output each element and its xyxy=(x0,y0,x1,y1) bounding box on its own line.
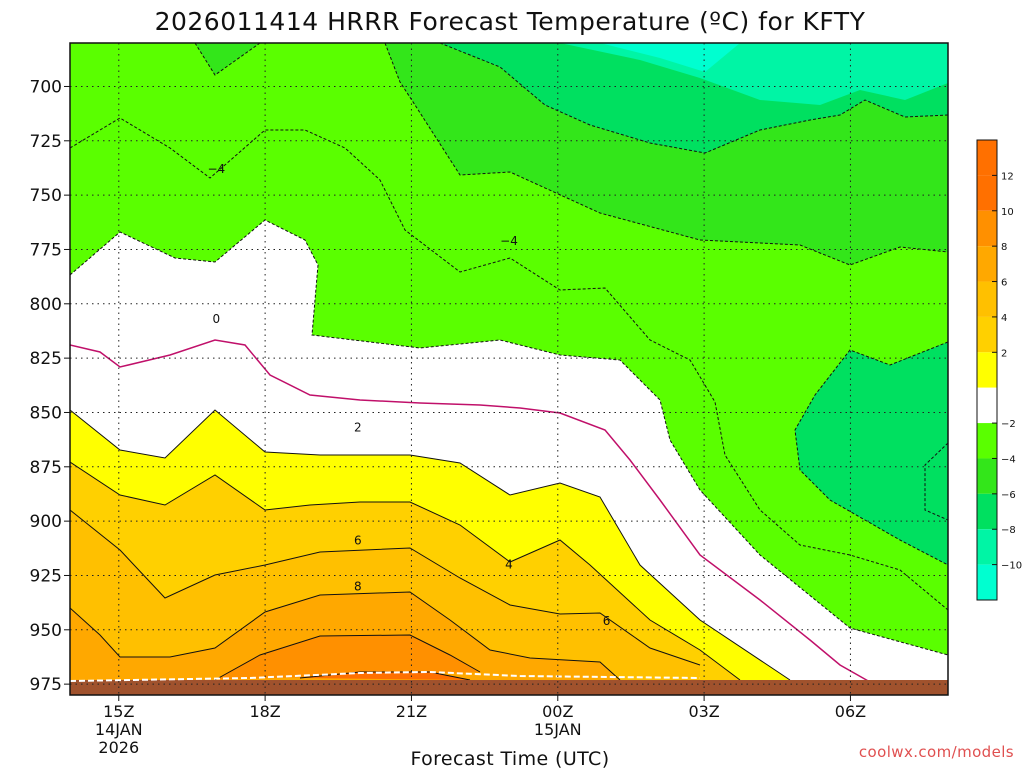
colorbar-band-t_m8 xyxy=(977,529,997,564)
contour-label-box xyxy=(504,558,515,572)
colorbar-label: −6 xyxy=(1001,490,1016,501)
colorbar-label: 6 xyxy=(1001,278,1007,289)
contour-label-box xyxy=(601,614,612,628)
y-tick-label: 700 xyxy=(30,77,62,97)
colorbar-band-t_0 xyxy=(977,388,997,423)
contour-label-box xyxy=(500,234,518,248)
chart-title: 2026011414 HRRR Forecast Temperature (ºC… xyxy=(155,7,866,36)
y-tick-label: 975 xyxy=(30,675,62,695)
y-tick-label: 725 xyxy=(30,132,62,152)
colorbar-band-t_m2 xyxy=(977,423,997,458)
x-tick-label: 15Z xyxy=(103,702,134,721)
contour-label-box xyxy=(352,579,363,593)
contour-label-box xyxy=(352,421,363,435)
x-axis-label: Forecast Time (UTC) xyxy=(410,748,609,768)
x-tick-label: 06Z xyxy=(835,702,866,721)
colorbar-band-t_12 xyxy=(977,175,997,210)
x-tick-label: 03Z xyxy=(688,702,719,721)
y-tick-label: 950 xyxy=(30,621,62,641)
colorbar-band-t_12 xyxy=(977,140,997,175)
colorbar-label: 10 xyxy=(1001,207,1014,218)
colorbar-band-t_m6 xyxy=(977,494,997,529)
x-tick-label: 2026 xyxy=(98,738,139,757)
credit-text[interactable]: coolwx.com/models xyxy=(859,743,1014,761)
colorbar-label: −4 xyxy=(1001,454,1016,465)
x-tick-label: 00Z xyxy=(542,702,573,721)
colorbar-band-t_10 xyxy=(977,211,997,246)
colorbar-band-t_4 xyxy=(977,317,997,352)
colorbar-band-t_8 xyxy=(977,246,997,281)
temperature-time-height-chart: 2026011414 HRRR Forecast Temperature (ºC… xyxy=(0,0,1024,768)
y-tick-label: 875 xyxy=(30,458,62,478)
x-tick-label: 18Z xyxy=(249,702,280,721)
contour-label-box xyxy=(352,534,363,548)
colorbar-band-t_m4 xyxy=(977,458,997,493)
y-tick-label: 925 xyxy=(30,566,62,586)
y-tick-label: 775 xyxy=(30,240,62,260)
y-axis: 700 725 750 775 800 825 850 875 900 925 950 975 xyxy=(30,77,70,695)
colorbar-label: −10 xyxy=(1001,561,1022,572)
contour-label-box xyxy=(211,312,222,326)
y-tick-label: 750 xyxy=(30,186,62,206)
colorbar-label: −2 xyxy=(1001,419,1016,430)
colorbar-band-t_m10 xyxy=(977,565,997,600)
y-tick-label: 800 xyxy=(30,295,62,315)
contour-label-box xyxy=(207,162,225,176)
colorbar-band-t_6 xyxy=(977,282,997,317)
colorbar: 12 10 8 6 4 2 −2 −4 −6 −8 −10 xyxy=(977,140,1022,600)
x-tick-label: 21Z xyxy=(396,702,427,721)
y-tick-label: 900 xyxy=(30,512,62,532)
colorbar-label: 12 xyxy=(1001,171,1014,182)
x-tick-label: 14JAN xyxy=(95,720,143,739)
colorbar-band-t_2 xyxy=(977,352,997,387)
plot-area: −4−4026846 xyxy=(70,43,948,695)
x-tick-label: 15JAN xyxy=(534,720,582,739)
y-tick-label: 850 xyxy=(30,403,62,423)
colorbar-label: 8 xyxy=(1001,242,1007,253)
ground-surface xyxy=(70,680,948,695)
colorbar-label: 4 xyxy=(1001,313,1007,324)
colorbar-label: −8 xyxy=(1001,525,1016,536)
y-tick-label: 825 xyxy=(30,349,62,369)
colorbar-label: 2 xyxy=(1001,348,1007,359)
